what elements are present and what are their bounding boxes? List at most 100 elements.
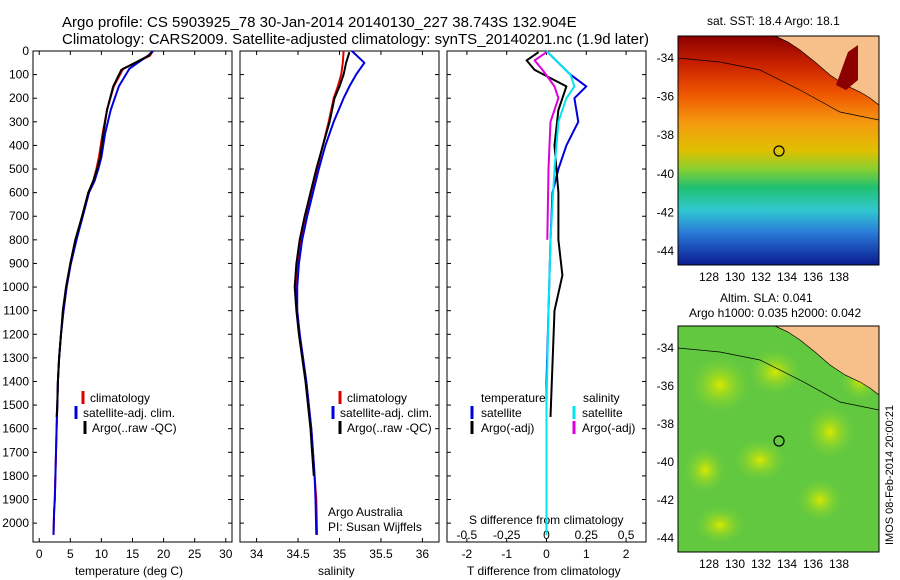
series-line-1 <box>52 50 154 535</box>
x-tick-label: 1 <box>583 547 590 561</box>
x-tick-label: 0 <box>543 547 550 561</box>
temperature-series <box>52 50 154 535</box>
depth-tick-label: 800 <box>9 233 29 247</box>
sla-map-title1: Altim. SLA: 0.041 <box>720 291 813 305</box>
depth-tick-label: 1500 <box>2 398 29 412</box>
x-tick-label: 36 <box>416 547 430 561</box>
difference-s-ticks: -0.5 -0.25 0 0.25 0.5 <box>457 528 635 542</box>
x-tick-label: -2 <box>462 547 473 561</box>
lon-tick-label: 130 <box>725 557 745 571</box>
lat-tick-label: -44 <box>657 531 675 545</box>
depth-tick-label: 1700 <box>2 445 29 459</box>
lon-tick-label: 130 <box>725 270 745 284</box>
depth-tick-label: 300 <box>9 115 29 129</box>
legend-t-argo: Argo(-adj) <box>481 421 534 435</box>
lon-tick-label: 136 <box>803 557 823 571</box>
lat-tick-label: -34 <box>657 341 675 355</box>
legend-satellite: satellite-adj. clim. <box>83 406 175 420</box>
difference-legend: temperature salinity satellite Argo(-adj… <box>470 391 635 435</box>
imos-footer: IMOS 08-Feb-2014 20:00:21 <box>884 405 896 545</box>
salinity-series <box>293 50 366 535</box>
x-tick-label: 34.5 <box>286 547 310 561</box>
depth-tick-label: 400 <box>9 138 29 152</box>
s-tick-label: -0.5 <box>457 528 478 542</box>
series-line-2 <box>52 50 154 535</box>
x-tick-label: 20 <box>157 547 171 561</box>
series-line-3 <box>55 51 153 417</box>
lon-tick-label: 134 <box>777 270 797 284</box>
lat-tick-label: -38 <box>657 417 675 431</box>
s-tick-label: 0.5 <box>618 528 635 542</box>
lon-tick-label: 134 <box>777 557 797 571</box>
series-line-3 <box>293 51 351 476</box>
legend-s-argo: Argo(-adj) <box>582 421 635 435</box>
lon-tick-label: 128 <box>699 270 719 284</box>
s-tick-label: -0.25 <box>493 528 521 542</box>
s-tick-label: 0 <box>543 528 550 542</box>
depth-tick-label: 1900 <box>2 493 29 507</box>
depth-tick-label: 1300 <box>2 351 29 365</box>
legend-head-temperature: temperature <box>481 391 546 405</box>
sla-map-title2: Argo h1000: 0.035 h2000: 0.042 <box>689 306 861 320</box>
salinity-axis-label: salinity <box>318 564 355 578</box>
header-line2: Climatology: CARS2009. Satellite-adjuste… <box>62 31 649 48</box>
difference-x-ticks: -2 -1 0 1 2 <box>462 51 630 561</box>
legend-climatology: climatology <box>90 391 150 405</box>
x-tick-label: 35.5 <box>369 547 393 561</box>
depth-tick-label: 200 <box>9 91 29 105</box>
sla-map-frame <box>677 325 880 553</box>
depth-tick-label: 1100 <box>3 304 29 318</box>
lat-tick-label: -42 <box>657 493 675 507</box>
difference-series <box>525 50 588 535</box>
x-tick-label: 10 <box>95 547 109 561</box>
series-line-2 <box>296 50 366 535</box>
depth-tick-labels: 0 100 200 300 400 500 600 700 800 900 1000 1100 1200… <box>2 44 29 530</box>
x-tick-label: 35 <box>333 547 347 561</box>
temperature-panel <box>32 50 233 543</box>
salinity-legend: climatology satellite-adj. clim. Argo(..… <box>331 391 432 435</box>
depth-tick-label: 900 <box>9 256 29 270</box>
x-tick-label: 30 <box>219 547 233 561</box>
sst-contour <box>677 57 880 121</box>
legend-head-salinity: salinity <box>583 391 620 405</box>
lat-tick-label: -40 <box>657 455 675 469</box>
sla-blobs <box>683 348 880 545</box>
argo-australia-note: Argo Australia <box>328 505 403 519</box>
legend-s-satellite: satellite <box>582 406 623 420</box>
tick-marks <box>33 50 646 524</box>
lat-tick-label: -36 <box>657 379 675 393</box>
depth-tick-label: 2000 <box>2 516 29 530</box>
lon-tick-label: 138 <box>829 557 849 571</box>
lon-tick-label: 132 <box>751 557 771 571</box>
depth-tick-label: 100 <box>9 68 29 82</box>
sst-map-title: sat. SST: 18.4 Argo: 18.1 <box>707 14 840 28</box>
salinity-panel <box>239 50 440 543</box>
temperature-x-ticks: 0 5 10 15 20 25 30 <box>36 51 233 561</box>
depth-tick-label: 1800 <box>2 469 29 483</box>
argo-position-marker-sla <box>773 435 785 447</box>
lon-tick-label: 132 <box>751 270 771 284</box>
x-tick-label: -1 <box>501 547 512 561</box>
salinity-x-ticks: 34 34.5 35 35.5 36 <box>250 51 430 561</box>
lat-tick-label: -40 <box>657 167 675 181</box>
depth-tick-label: 1000 <box>2 280 29 294</box>
legend-argo: Argo(..raw -QC) <box>347 421 432 435</box>
temperature-legend: climatology satellite-adj. clim. Argo(..… <box>74 391 177 435</box>
sst-gulf <box>836 45 858 90</box>
difference-axis-label: T difference from climatology <box>467 564 621 578</box>
x-tick-label: 25 <box>188 547 202 561</box>
lat-tick-label: -36 <box>657 90 675 104</box>
temperature-axis-label: temperature (deg C) <box>75 564 183 578</box>
series-line-3 <box>545 50 576 535</box>
lat-tick-label: -34 <box>657 51 675 65</box>
legend-argo: Argo(..raw -QC) <box>92 421 177 435</box>
lon-tick-label: 128 <box>699 557 719 571</box>
legend-t-satellite: satellite <box>481 406 522 420</box>
x-tick-label: 34 <box>250 547 264 561</box>
depth-tick-label: 0 <box>22 44 29 58</box>
sla-contour <box>677 347 880 411</box>
legend-satellite: satellite-adj. clim. <box>340 406 432 420</box>
depth-tick-label: 1600 <box>2 422 29 436</box>
depth-tick-label: 1400 <box>2 374 29 388</box>
